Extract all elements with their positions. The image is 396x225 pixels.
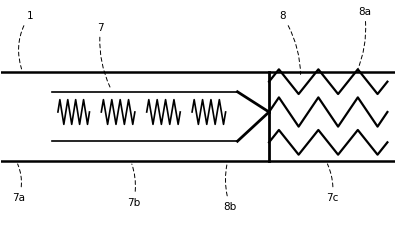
Text: 7c: 7c	[326, 164, 339, 202]
Text: 1: 1	[19, 11, 33, 70]
Text: 7b: 7b	[127, 164, 140, 207]
Text: 8: 8	[279, 11, 301, 75]
Text: 8b: 8b	[224, 164, 237, 212]
Text: 7: 7	[97, 22, 110, 88]
Text: 8a: 8a	[357, 7, 371, 72]
Text: 7a: 7a	[13, 164, 25, 202]
